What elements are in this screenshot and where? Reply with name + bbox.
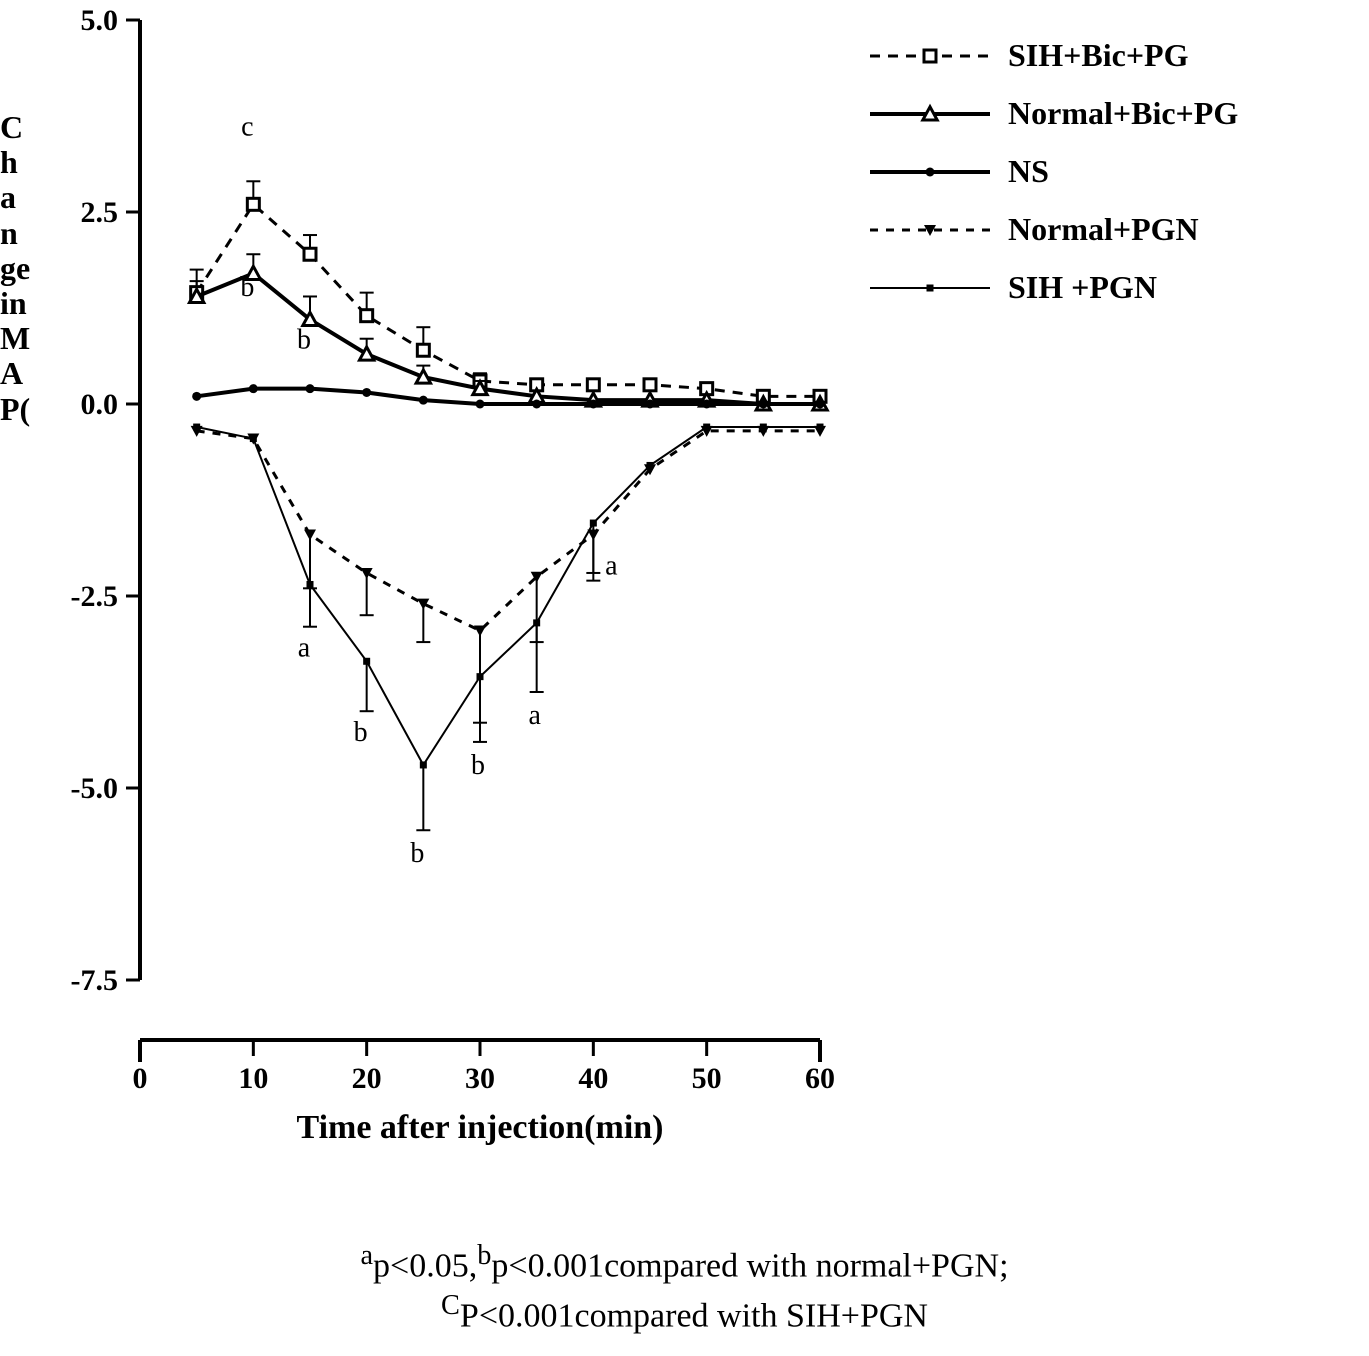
ylabel-7: A (0, 356, 50, 391)
sig-annotation: a (605, 551, 618, 582)
series-sih_pgn: a b b b a a (193, 424, 823, 870)
ylabel-2: a (0, 180, 50, 215)
footnote-1a: p<0.05, (373, 1247, 477, 1284)
xtick-label: 20 (352, 1062, 382, 1095)
xtick-label: 60 (805, 1062, 835, 1095)
sig-annotation: b (240, 272, 254, 303)
legend-label-sih_bic_pg: SIH+Bic+PG (1008, 37, 1189, 73)
legend-label-sih_pgn: SIH +PGN (1008, 269, 1157, 305)
xtick-label: 30 (465, 1062, 495, 1095)
legend-label-normal_bic_pg: Normal+Bic+PG (1008, 95, 1238, 131)
legend-label-ns: NS (1008, 153, 1049, 189)
sig-annotation: c (241, 111, 253, 142)
ylabel-1: h (0, 145, 50, 180)
legend-label-normal_pgn: Normal+PGN (1008, 211, 1199, 247)
ytick-label: 2.5 (81, 196, 119, 229)
sig-annotation: b (471, 750, 485, 781)
ytick-label: -7.5 (71, 964, 119, 997)
footnote-1b: p<0.001compared with normal+PGN; (491, 1247, 1008, 1284)
xtick-label: 40 (578, 1062, 608, 1095)
footnote-2a: P<0.001compared with SIH+PGN (460, 1297, 928, 1334)
ylabel-8: P( (0, 392, 50, 427)
sig-annotation: b (354, 717, 368, 748)
ytick-label: -2.5 (71, 580, 119, 613)
chart-svg: 5.0 2.5 0.0 -2.5 -5.0 -7.5 0 10 20 30 40 50 60 Time a… (0, 0, 1369, 1200)
ytick-label: 5.0 (81, 4, 119, 37)
series-ns (192, 384, 824, 408)
series-sih_bic_pg: c (190, 111, 826, 402)
legend: SIH+Bic+PG Normal+Bic+PG NS Normal+PGN SIH +… (870, 37, 1238, 305)
footnote-line-2: CP<0.001compared with SIH+PGN (0, 1290, 1369, 1335)
ylabel-6: M (0, 321, 50, 356)
ylabel-3: n (0, 216, 50, 251)
sig-annotation: b (297, 324, 311, 355)
ylabel-0: C (0, 110, 50, 145)
sig-annotation: b (410, 838, 424, 869)
footnote-line-1: ap<0.05,bp<0.001compared with normal+PGN… (0, 1240, 1369, 1285)
ylabel-5: in (0, 286, 50, 321)
sig-annotation: a (528, 700, 541, 731)
ytick-label: 0.0 (81, 388, 119, 421)
series-normal_bic_pg: bb (189, 254, 827, 410)
sig-annotation: a (298, 633, 311, 664)
xtick-label: 10 (238, 1062, 268, 1095)
y-axis-label-stack: C h a n ge in M A P( (0, 110, 50, 427)
x-axis-title: Time after injection(min) (297, 1109, 664, 1146)
xtick-label: 50 (692, 1062, 722, 1095)
series-normal_pgn (191, 426, 826, 723)
xtick-label: 0 (133, 1062, 148, 1095)
ytick-label: -5.0 (71, 772, 119, 805)
ylabel-4: ge (0, 251, 50, 286)
